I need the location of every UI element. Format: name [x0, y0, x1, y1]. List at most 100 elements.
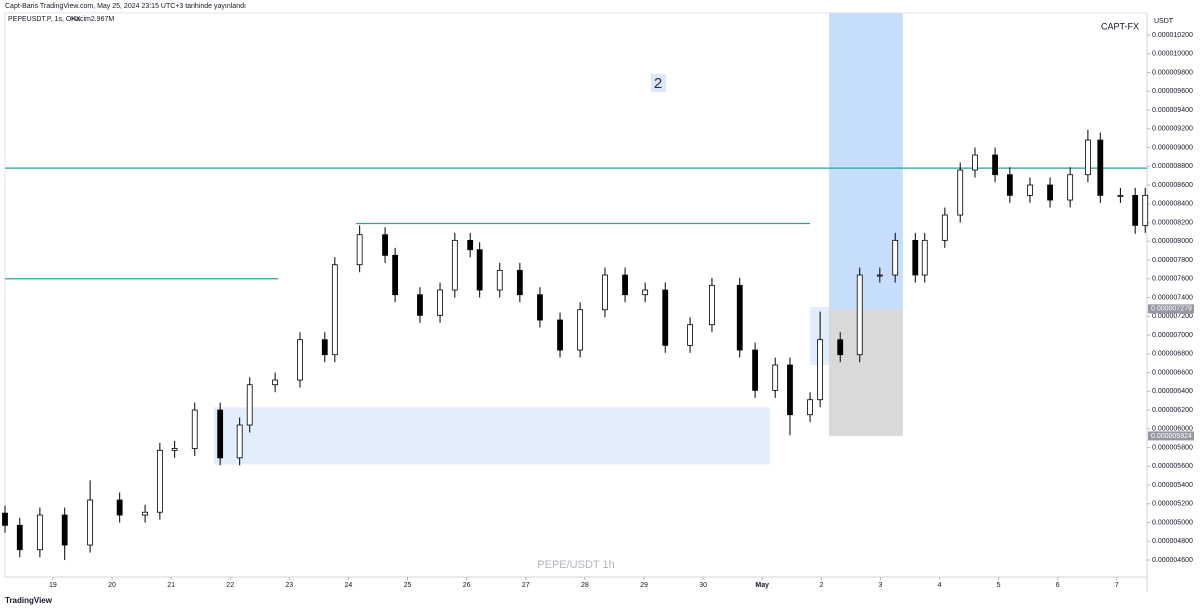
y-tick-label: 0.000006200: [1152, 407, 1193, 414]
candle-body: [817, 339, 824, 401]
x-tick-label: 19: [49, 582, 57, 589]
x-tick-label: 4: [938, 582, 942, 589]
candle-body: [992, 154, 998, 176]
candle-body: [787, 364, 793, 416]
candle-body: [116, 499, 123, 516]
x-tick-label: 3: [878, 582, 882, 589]
candle-body: [687, 324, 693, 346]
candle-body: [417, 294, 423, 316]
footer-logo: TradingView: [5, 596, 52, 605]
candle-body: [1047, 184, 1053, 201]
x-tick-label: 29: [640, 582, 648, 589]
candle-body: [36, 514, 43, 551]
y-tick-label: 0.000009800: [1152, 69, 1193, 76]
y-tick-label: 0.000007000: [1152, 332, 1193, 339]
candle-body: [662, 289, 669, 346]
x-tick-label: 25: [404, 582, 412, 589]
brand: CAPT-FX: [1101, 21, 1139, 31]
candle-body: [61, 514, 68, 546]
y-tick-label: 0.000007200: [1152, 313, 1193, 320]
candle-body: [246, 384, 253, 426]
annotation-box: [651, 74, 666, 92]
candle-body: [217, 409, 224, 459]
candle-body: [331, 264, 338, 356]
candle-body: [476, 249, 483, 291]
candle-body: [772, 364, 779, 391]
x-tick-label: 21: [167, 582, 175, 589]
y-unit: USDT: [1154, 18, 1174, 25]
y-tick-label: 0.000006400: [1152, 388, 1193, 395]
x-tick-label: 6: [1056, 582, 1060, 589]
x-tick-label: 26: [463, 582, 471, 589]
candle-body: [516, 269, 523, 296]
watermark: PEPE/USDT 1h: [537, 559, 614, 571]
candle-body: [1027, 184, 1033, 196]
candle-body: [451, 239, 458, 291]
x-tick-label: 23: [285, 582, 293, 589]
candle-body: [171, 448, 178, 451]
y-tick-label: 0.000007400: [1152, 294, 1193, 301]
candle-body: [807, 399, 813, 416]
candle-body: [1142, 194, 1149, 226]
candle-body: [892, 239, 899, 276]
y-tick-label: 0.000004800: [1152, 538, 1193, 545]
candle-body: [1117, 194, 1124, 197]
y-tick-label: 0.000005200: [1152, 501, 1193, 508]
price-label-bg: [1148, 304, 1194, 314]
candle-body: [437, 289, 443, 316]
candle-body: [1006, 174, 1013, 196]
x-tick-label: 28: [581, 582, 589, 589]
volume: Hacim2.967M: [71, 16, 115, 23]
candle-body: [2, 512, 8, 526]
candle-body: [941, 214, 948, 241]
y-tick-label: 0.000007800: [1152, 257, 1193, 264]
y-tick-label: 0.000010200: [1152, 32, 1193, 39]
candle-body: [921, 239, 928, 276]
zone: [828, 308, 903, 436]
price-label-bg: [1148, 431, 1194, 441]
y-tick-label: 0.000008000: [1152, 238, 1193, 245]
x-tick-label: 27: [522, 582, 530, 589]
candle-body: [856, 274, 863, 356]
candle-body: [876, 274, 883, 277]
x-tick-label: 22: [226, 582, 234, 589]
candle-body: [709, 284, 715, 326]
candle-body: [392, 254, 399, 296]
candle-body: [736, 284, 743, 351]
y-tick-label: 0.000005800: [1152, 444, 1193, 451]
zone: [828, 13, 903, 309]
candle-body: [496, 269, 503, 291]
annotation: 2: [654, 75, 662, 92]
plot-frame: [4, 12, 1148, 578]
y-tick-label: 0.000004600: [1152, 557, 1193, 564]
y-tick-label: 0.000008400: [1152, 201, 1193, 208]
y-tick-label: 0.000009400: [1152, 107, 1193, 114]
x-tick-label: 7: [1115, 582, 1119, 589]
candle-body: [1132, 194, 1139, 226]
y-tick-label: 0.000009000: [1152, 144, 1193, 151]
symbol: PEPEUSDT.P, 1s, OKX: [8, 16, 81, 23]
y-tick-label: 0.000008200: [1152, 219, 1193, 226]
candle-body: [537, 294, 543, 321]
y-tick-label: 0.000006800: [1152, 351, 1193, 358]
candle-body: [297, 339, 303, 381]
y-tick-label: 0.000010000: [1152, 51, 1193, 58]
y-tick-label: 0.000008600: [1152, 182, 1193, 189]
candle-body: [752, 349, 759, 391]
candle-body: [467, 239, 474, 251]
candle-body: [272, 379, 279, 386]
candle-body: [602, 274, 608, 311]
y-tick-label: 0.000007600: [1152, 276, 1193, 283]
x-tick-label: 20: [108, 582, 116, 589]
y-tick-label: 0.000005600: [1152, 463, 1193, 470]
x-tick-label: 24: [345, 582, 353, 589]
x-tick-label: 2: [819, 582, 823, 589]
candle-body: [16, 524, 23, 551]
x-tick-label: 30: [699, 582, 707, 589]
y-tick-label: 0.000005000: [1152, 519, 1193, 526]
candle-body: [957, 169, 964, 216]
price-label: 0.000007279: [1151, 306, 1192, 313]
y-tick-label: 0.000009600: [1152, 88, 1193, 95]
candle-body: [912, 239, 919, 276]
